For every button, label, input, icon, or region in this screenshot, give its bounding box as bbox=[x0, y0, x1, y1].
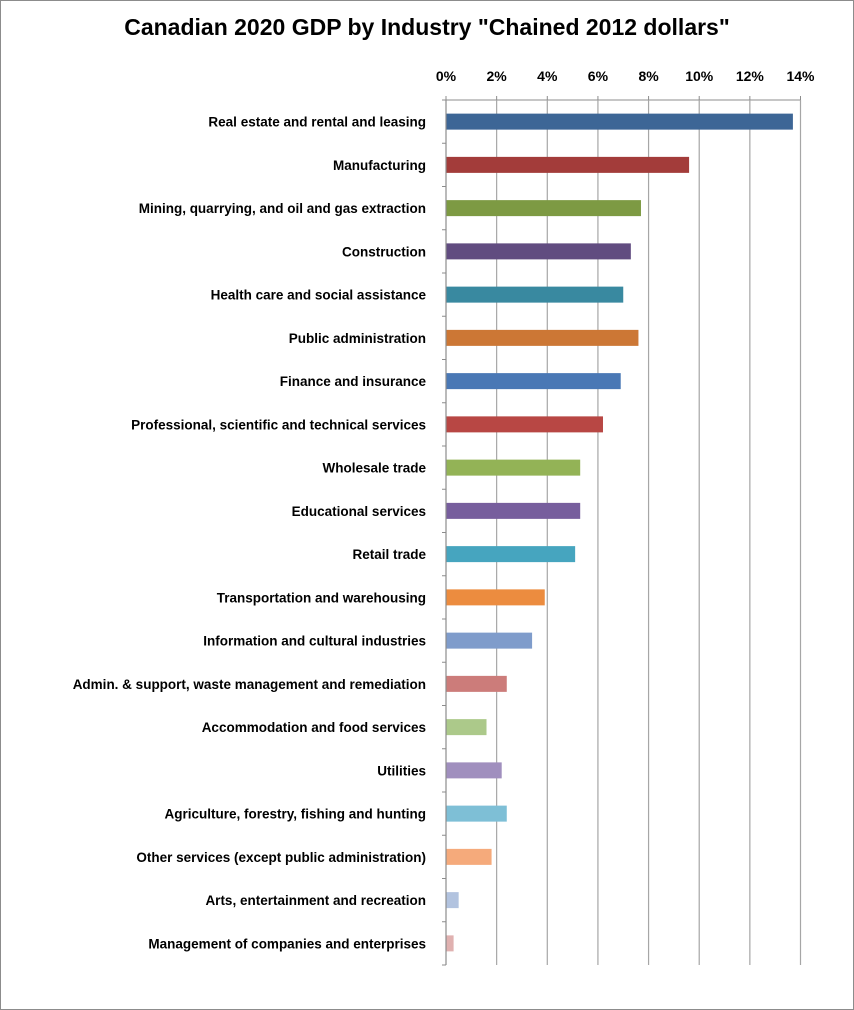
x-tick-label: 14% bbox=[786, 68, 815, 84]
category-label: Information and cultural industries bbox=[203, 634, 426, 649]
gridlines bbox=[445, 96, 802, 965]
bar bbox=[446, 632, 533, 649]
chart-title: Canadian 2020 GDP by Industry "Chained 2… bbox=[124, 14, 730, 40]
category-label: Transportation and warehousing bbox=[217, 590, 426, 605]
x-tick-label: 2% bbox=[487, 68, 508, 84]
category-label: Arts, entertainment and recreation bbox=[205, 893, 426, 908]
category-label: Management of companies and enterprises bbox=[148, 936, 426, 951]
category-label: Health care and social assistance bbox=[211, 288, 427, 303]
bar bbox=[446, 719, 487, 736]
bar bbox=[446, 589, 545, 606]
bar bbox=[446, 156, 690, 173]
bar bbox=[446, 848, 492, 865]
category-label: Real estate and rental and leasing bbox=[208, 115, 426, 130]
x-tick-label: 12% bbox=[736, 68, 765, 84]
category-label: Agriculture, forestry, fishing and hunti… bbox=[164, 807, 426, 822]
category-label: Other services (except public administra… bbox=[136, 850, 426, 865]
x-tick-label: 10% bbox=[685, 68, 714, 84]
bar bbox=[446, 502, 581, 519]
category-label: Retail trade bbox=[352, 547, 426, 562]
category-label: Utilities bbox=[377, 763, 426, 778]
category-label: Mining, quarrying, and oil and gas extra… bbox=[139, 201, 426, 216]
x-tick-label: 8% bbox=[638, 68, 659, 84]
bar bbox=[446, 546, 576, 563]
category-label: Professional, scientific and technical s… bbox=[131, 417, 426, 432]
category-label: Public administration bbox=[289, 331, 426, 346]
bar bbox=[446, 200, 641, 217]
bar bbox=[446, 416, 603, 433]
bar bbox=[446, 892, 459, 909]
bar bbox=[446, 113, 793, 130]
category-label: Educational services bbox=[292, 504, 426, 519]
bar bbox=[446, 935, 454, 952]
category-label: Finance and insurance bbox=[280, 374, 427, 389]
y-axis bbox=[442, 99, 447, 966]
bar bbox=[446, 286, 624, 303]
x-tick-label: 0% bbox=[436, 68, 457, 84]
bars bbox=[446, 113, 793, 952]
bar bbox=[446, 675, 507, 692]
x-tick-label: 6% bbox=[588, 68, 609, 84]
bar bbox=[446, 373, 621, 390]
x-axis-tick-labels: 0% 2% 4% 6% 8% 10% 12% 14% bbox=[436, 68, 815, 84]
bar bbox=[446, 459, 581, 476]
category-labels: Real estate and rental and leasing Manufa… bbox=[73, 115, 427, 952]
bar bbox=[446, 762, 502, 779]
category-label: Admin. & support, waste management and r… bbox=[73, 677, 426, 692]
category-label: Construction bbox=[342, 244, 426, 259]
category-label: Accommodation and food services bbox=[202, 720, 426, 735]
category-label: Wholesale trade bbox=[322, 461, 426, 476]
bar bbox=[446, 805, 507, 822]
bar bbox=[446, 243, 631, 260]
category-label: Manufacturing bbox=[333, 158, 426, 173]
x-tick-label: 4% bbox=[537, 68, 558, 84]
bar bbox=[446, 329, 639, 346]
